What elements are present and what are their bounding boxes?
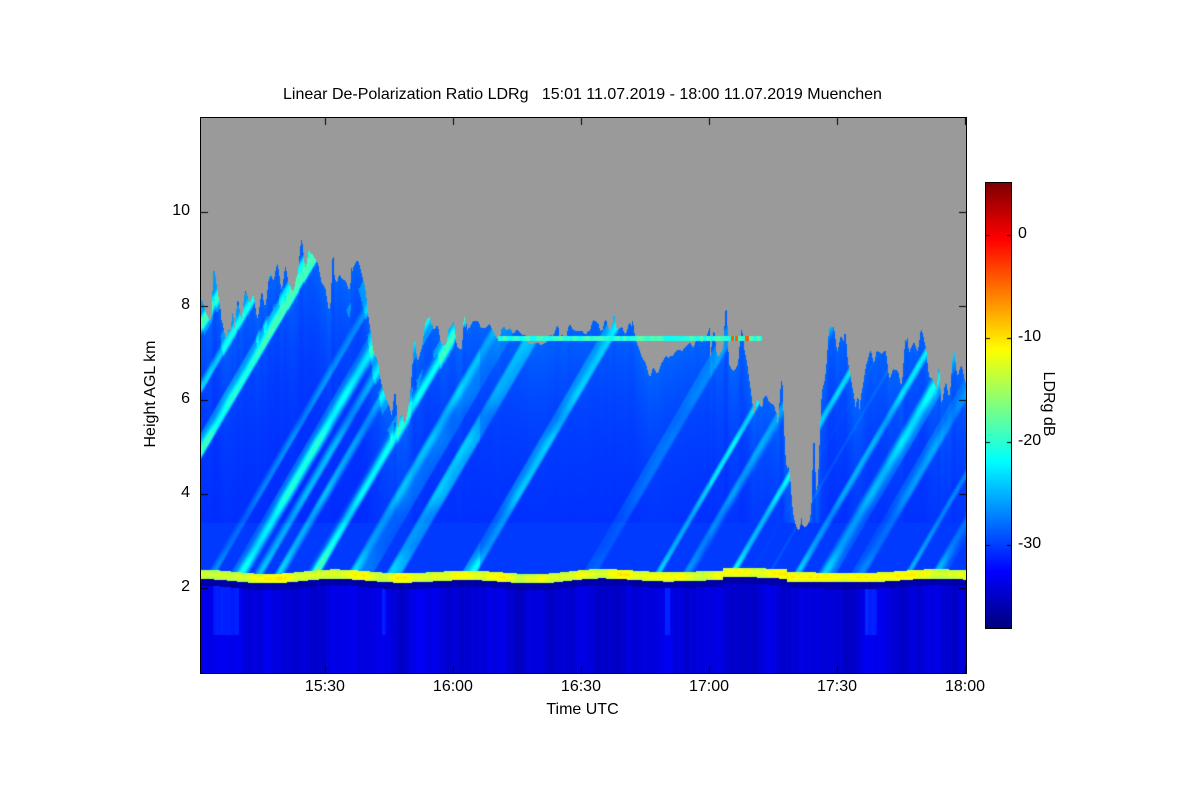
chart-title: Linear De-Polarization Ratio LDRg 15:01 … [283, 86, 882, 103]
y-tick-label: 6 [181, 389, 190, 407]
x-tick-label: 18:00 [944, 678, 986, 695]
y-tick-label: 10 [172, 201, 190, 219]
y-tick-label: 4 [181, 483, 190, 501]
x-tick-label: 16:00 [432, 678, 473, 695]
colorbar-tick-label: -10 [1018, 328, 1042, 346]
y-tick-label: 2 [181, 577, 190, 595]
heatmap-canvas [200, 117, 967, 674]
x-tick-label: 17:30 [816, 678, 858, 695]
colorbar-tick-label: 0 [1018, 224, 1027, 242]
y-tick-label: 8 [181, 295, 190, 313]
colorbar-canvas [985, 182, 1012, 629]
colorbar-tick-label: -20 [1018, 431, 1042, 449]
x-tick-label: 16:30 [560, 678, 601, 695]
x-axis-label: Time UTC [546, 701, 619, 718]
x-tick-label: 15:30 [304, 678, 345, 695]
colorbar-tick-label: -30 [1018, 535, 1042, 553]
colorbar-label: LDRg dB [1040, 371, 1057, 437]
x-tick-label: 17:00 [688, 678, 729, 695]
